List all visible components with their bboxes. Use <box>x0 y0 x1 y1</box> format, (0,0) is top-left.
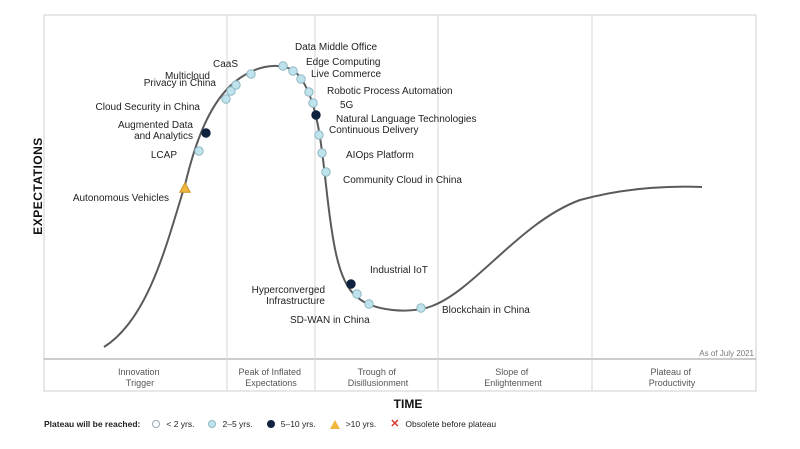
marker-sd-wan-in-china <box>364 299 374 309</box>
marker-blockchain-in-china <box>416 303 426 313</box>
legend: Plateau will be reached: < 2 yrs. 2–5 yrs… <box>44 417 510 431</box>
label-multicloud: Multicloud <box>165 71 210 82</box>
phase-label-slope: Slope of Enlightenment <box>484 367 542 388</box>
label-live-commerce: Live Commerce <box>311 69 381 80</box>
label-hyperconverged-infrastructure-line1: Hyperconverged <box>252 285 325 296</box>
legend-item-2-5-yrs: 2–5 yrs. <box>208 419 253 429</box>
label-caas: CaaS <box>213 59 238 70</box>
legend-label: 2–5 yrs. <box>222 419 253 429</box>
label-community-cloud-in-china: Community Cloud in China <box>343 175 462 186</box>
legend-title: Plateau will be reached: <box>44 419 141 429</box>
phase-label-plateau: Plateau of Productivity <box>649 367 696 388</box>
legend-label: >10 yrs. <box>345 419 377 429</box>
y-axis-label: EXPECTATIONS <box>31 137 45 235</box>
legend-label: Obsolete before plateau <box>405 419 497 429</box>
label-sd-wan-in-china: SD-WAN in China <box>290 315 370 326</box>
marker-live-commerce <box>296 74 306 84</box>
legend-item-obsolete-before-plateau: ✕ Obsolete before plateau <box>390 418 497 430</box>
legend-item-5-10-yrs: 5–10 yrs. <box>266 419 316 429</box>
label-aiops-platform: AIOps Platform <box>346 150 414 161</box>
label-data-middle-office: Data Middle Office <box>295 42 378 53</box>
marker-autonomous-vehicles <box>178 181 192 193</box>
label-continuous-delivery: Continuous Delivery <box>329 125 419 136</box>
label-augmented-data-and-analytics-line2: and Analytics <box>134 131 193 142</box>
marker-caas <box>246 69 256 79</box>
label-cloud-security-in-china: Cloud Security in China <box>96 102 201 113</box>
phase-label-peak: Peak of Inflated Expectations <box>238 367 303 388</box>
marker-hyperconverged-infrastructure <box>352 289 362 299</box>
label-edge-computing: Edge Computing <box>306 57 381 68</box>
marker-industrial-iot <box>346 279 356 289</box>
marker-privacy-in-china <box>226 86 236 96</box>
legend-label: < 2 yrs. <box>166 419 195 429</box>
x-axis-label: TIME <box>394 397 423 411</box>
marker-natural-language-technologies <box>311 110 321 120</box>
phase-dividers <box>226 15 593 391</box>
phase-label-trough: Trough of Disillusionment <box>348 367 409 388</box>
marker-continuous-delivery <box>314 130 324 140</box>
marker-lcap <box>194 146 204 156</box>
label-blockchain-in-china: Blockchain in China <box>442 305 530 316</box>
marker-data-middle-office <box>278 61 288 71</box>
phase-label-innovation-trigger: Innovation Trigger <box>118 367 162 388</box>
label-autonomous-vehicles: Autonomous Vehicles <box>73 193 169 204</box>
label-robotic-process-automation: Robotic Process Automation <box>327 86 453 97</box>
label-hyperconverged-infrastructure-line2: Infrastructure <box>266 296 325 307</box>
technology-labels: Autonomous Vehicles LCAP Augmented Dataand… <box>73 42 530 326</box>
legend-label: 5–10 yrs. <box>280 419 316 429</box>
marker-5g <box>308 98 318 108</box>
x-icon: ✕ <box>390 418 400 430</box>
phase-labels: Innovation Trigger Peak of Inflated Expe… <box>118 367 696 388</box>
marker-robotic-process-automation <box>304 87 314 97</box>
marker-aiops-platform <box>317 148 327 158</box>
legend-items: < 2 yrs. 2–5 yrs. 5–10 yrs. >10 yrs. ✕ Obsole… <box>152 418 510 430</box>
legend-item-10-yrs: >10 yrs. <box>329 419 377 429</box>
marker-cloud-security-in-china <box>221 94 231 104</box>
circle-icon <box>266 420 275 428</box>
triangle-icon <box>329 419 340 429</box>
label-industrial-iot: Industrial IoT <box>370 265 428 276</box>
technology-markers <box>178 61 426 313</box>
marker-augmented-data-and-analytics <box>201 128 211 138</box>
label-5g: 5G <box>340 100 354 111</box>
circle-icon <box>208 420 217 428</box>
label-augmented-data-and-analytics-line1: Augmented Data <box>118 120 193 131</box>
legend-item-2-yrs: < 2 yrs. <box>152 419 194 429</box>
chart-frame <box>43 14 757 392</box>
label-natural-language-technologies: Natural Language Technologies <box>336 114 476 125</box>
marker-community-cloud-in-china <box>321 167 331 177</box>
label-lcap: LCAP <box>151 150 177 161</box>
hype-curve <box>103 64 703 348</box>
label-privacy-in-china: Privacy in China <box>144 78 217 89</box>
marker-edge-computing <box>288 66 298 76</box>
circle-icon <box>152 420 161 428</box>
marker-multicloud <box>231 80 241 90</box>
as-of-note: As of July 2021 <box>699 349 754 358</box>
